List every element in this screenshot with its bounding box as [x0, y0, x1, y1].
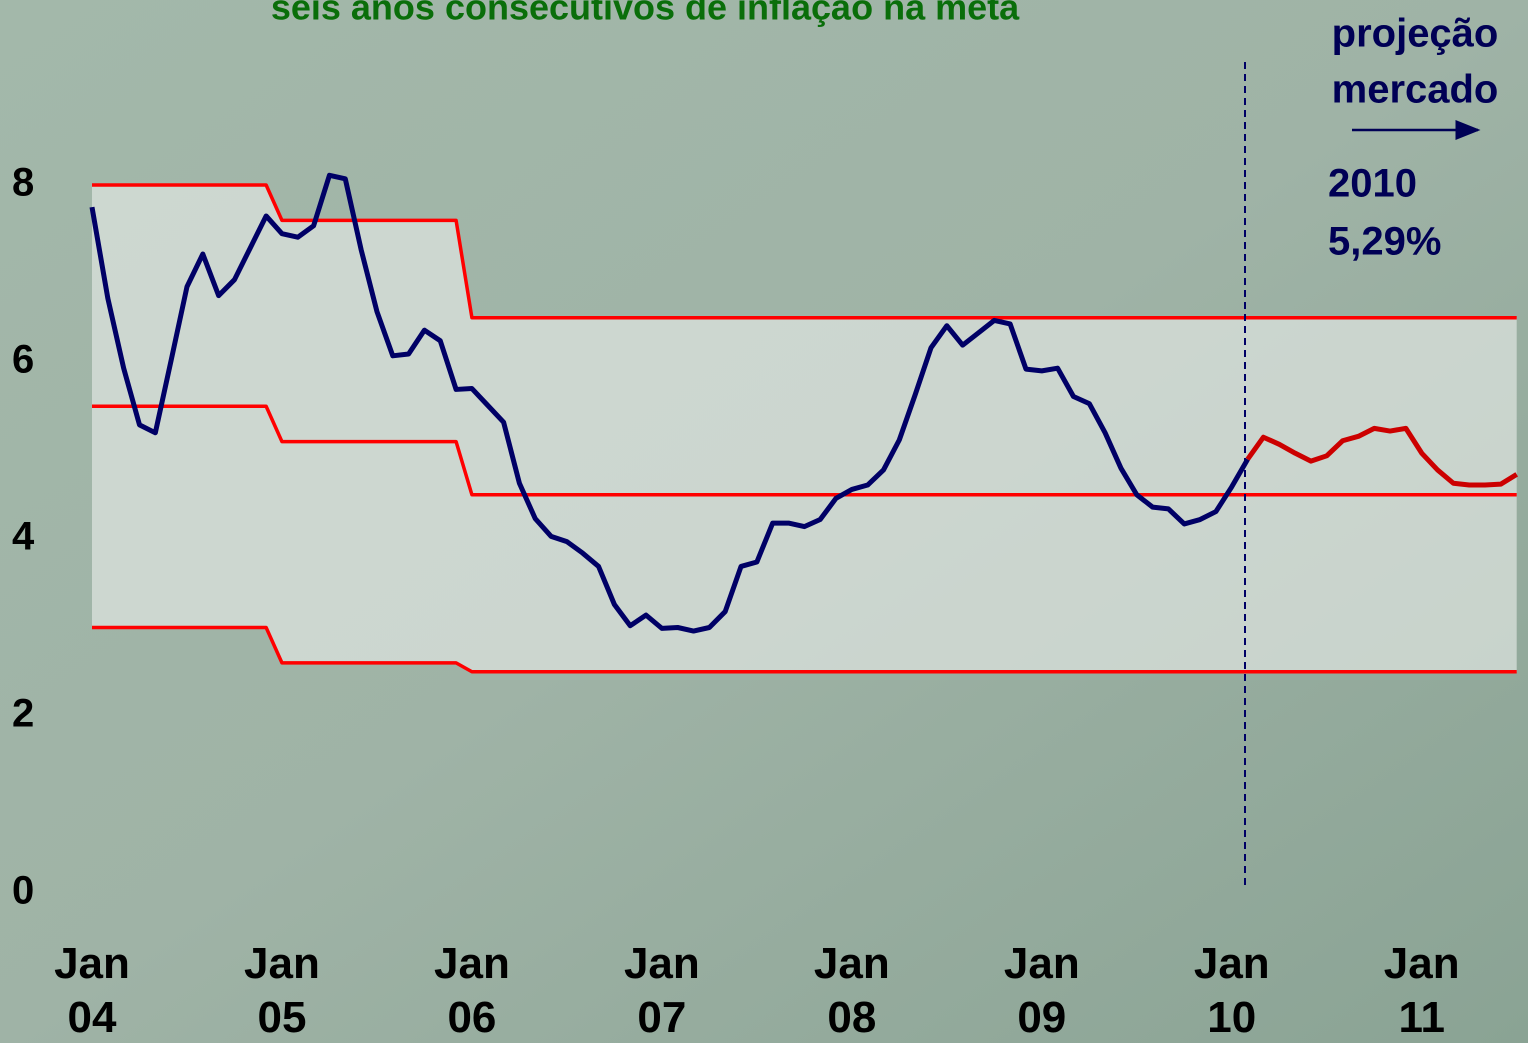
annotation: 5,29% — [1328, 220, 1441, 264]
annotation: 2010 — [1328, 162, 1417, 206]
annotation: projeção — [1332, 12, 1499, 56]
chart-title: seis anos consecutivos de inflação na me… — [271, 0, 1020, 28]
y-tick-label: 4 — [12, 515, 35, 559]
y-tick-label: 6 — [12, 338, 34, 382]
y-tick-label: 8 — [12, 161, 34, 205]
y-tick-label: 2 — [12, 692, 34, 736]
annotation: mercado — [1332, 68, 1499, 112]
y-tick-label: 0 — [12, 869, 34, 913]
